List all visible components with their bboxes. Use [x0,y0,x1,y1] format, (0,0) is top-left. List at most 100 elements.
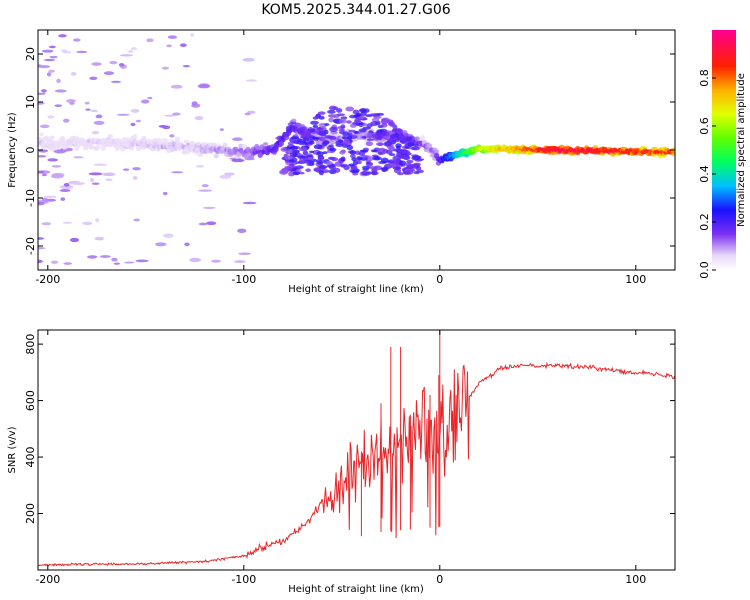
noise-blob [70,72,77,76]
colorbar-label: Normalized spectral amplitude [736,73,747,227]
ridge-cell [222,142,228,148]
noise-blob [54,89,67,93]
noise-blob [43,58,56,62]
noise-blob [118,62,125,67]
arch-cell [298,147,308,152]
arch-cell [406,159,414,164]
noise-blob [162,125,171,130]
arch-cell [300,134,307,138]
arch-cell [328,105,337,111]
noise-blob [197,84,211,89]
noise-blob [237,228,247,234]
arch-cell [358,128,367,133]
y-tick-label: 10 [24,95,37,109]
noise-blob [182,64,190,68]
noise-blob [201,184,209,188]
arch-cell [313,144,323,150]
arch-cell [346,120,352,124]
noise-blob [242,58,255,62]
noise-blob [111,257,118,262]
ridge-cell [414,136,420,142]
arch-cell [349,150,356,156]
arch-cell [329,126,338,132]
noise-blob [202,206,216,209]
noise-blob [59,189,71,192]
arch-cell [288,171,295,177]
arch-cell [337,139,344,144]
arch-cell [374,156,382,161]
arch-cell [413,162,421,167]
arch-cell [354,117,361,124]
noise-blob [73,156,84,159]
arch-cell [387,159,396,165]
noise-blob [231,158,245,163]
arch-cell [346,132,353,136]
arch-cell [392,124,398,130]
colorbar-tick-label: 0.4 [698,165,711,183]
noise-blob [99,255,111,258]
noise-blob [89,76,98,81]
arch-cell [335,143,344,148]
arch-cell [381,122,388,128]
arch-cell [380,157,389,164]
arch-cell [365,141,374,147]
arch-cell [372,134,379,139]
ridge-cell [197,153,203,158]
arch-cell [316,127,325,131]
noise-blob [190,33,195,37]
arch-cell [395,128,404,134]
noise-blob [41,222,52,226]
noise-blob [224,172,235,176]
noise-blob [234,260,246,263]
noise-blob [113,262,120,265]
arch-cell [350,154,356,159]
noise-blob [93,163,107,167]
noise-blob [94,236,105,241]
ridge-cell [419,135,426,141]
noise-blob [71,182,86,185]
noise-blob [38,237,45,240]
arch-cell [284,155,293,161]
colorbar-ticks: 0.0 0.2 0.4 0.6 0.8 [698,69,716,279]
arch-cell [415,166,422,171]
arch-cell [288,163,295,167]
colorbar: 0.0 0.2 0.4 0.6 0.8 Normalized spectral ampl… [698,30,747,279]
ridge-cell [291,118,297,123]
arch-cell [350,166,358,171]
noise-blob [155,242,167,247]
ridge-cell [183,139,189,144]
noise-blob [172,112,181,116]
arch-cell [387,121,394,126]
noise-blob [51,164,62,168]
noise-blob [63,262,73,265]
noise-blob [162,191,168,196]
arch-cell [370,120,379,127]
arch-cell [349,114,357,119]
arch-cell [380,131,387,136]
arch-cell [338,118,347,124]
noise-blob [59,184,74,190]
y-tick-label: -10 [24,189,37,207]
noise-blob [82,221,93,226]
arch-cell [351,157,357,162]
arch-cell [299,157,306,164]
arch-cell [375,142,384,146]
noise-blob [62,221,73,224]
noise-blob [180,43,187,48]
colorbar-tick-label: 0.2 [698,213,711,231]
snr-y-label: SNR (v/v) [7,426,18,473]
noise-blob [91,130,100,135]
colorbar-tick-label: 0.0 [698,261,711,279]
ridge-cell [434,149,440,154]
noise-blob [164,114,177,117]
x-tick-label: 100 [625,573,646,586]
noise-blob [123,168,130,171]
noise-blob [189,257,202,263]
noise-blob [93,120,105,125]
noise-blob [42,173,47,177]
arch-cell [375,131,382,136]
noise-blob [135,119,142,123]
x-tick-label: -100 [231,573,256,586]
arch-cell [305,134,313,138]
noise-blob [171,171,184,174]
